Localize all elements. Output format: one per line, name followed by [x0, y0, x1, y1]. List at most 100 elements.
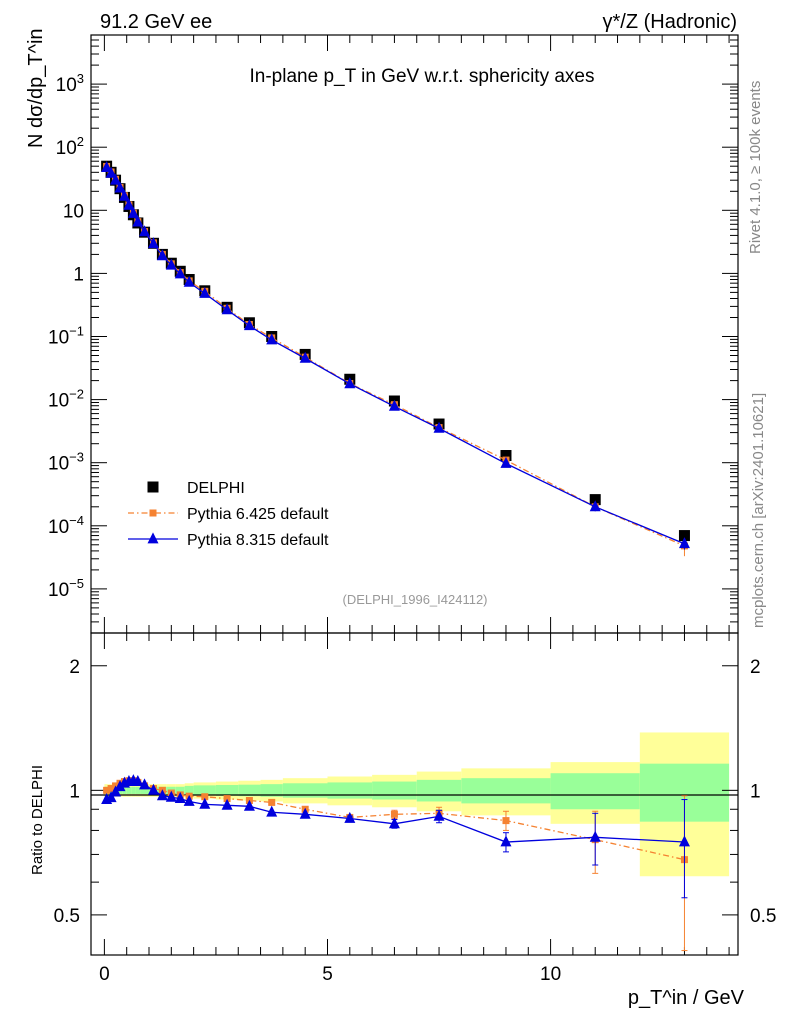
legend-label: Pythia 8.315 default	[187, 532, 329, 549]
ratio-point-pythia8	[147, 783, 159, 795]
ratio-point-pythia8	[165, 790, 177, 802]
data-point-pythia8	[123, 198, 135, 210]
data-point-pythia8	[147, 237, 159, 249]
ratio-point-pythia8	[174, 792, 186, 804]
y-tick-label: 10−5	[48, 576, 84, 601]
data-point-pythia8	[174, 267, 186, 279]
y-tick-label-right: 2	[750, 657, 761, 678]
ratio-band-inner	[184, 785, 194, 795]
ratio-point-pythia8	[243, 799, 255, 811]
data-point-pythia8	[139, 225, 151, 237]
mcplots-label: mcplots.cern.ch [arXiv:2401.10621]	[750, 393, 767, 628]
ratio-band-inner	[416, 779, 462, 802]
data-point-pythia8	[500, 456, 512, 468]
legend: DELPHI Pythia 6.425 default Pythia 8.315 d…	[128, 480, 329, 549]
data-point-pythia8	[132, 215, 144, 227]
ratio-frame	[90, 632, 739, 956]
ratio-band-inner	[175, 786, 185, 794]
ratio-band-inner	[238, 784, 261, 797]
ratio-point-pythia8	[433, 809, 445, 821]
ratio-bands	[104, 732, 730, 877]
x-tick-label: 10	[540, 964, 561, 985]
data-point-pythia8	[299, 351, 311, 363]
data-point-pythia8	[344, 377, 356, 389]
ratio-point-pythia6	[103, 786, 111, 794]
x-tick-label: 0	[99, 964, 110, 985]
ratio-point-pythia6	[502, 817, 510, 825]
ratio-series	[101, 774, 690, 952]
rivet-label: Rivet 4.1.0, ≥ 100k events	[747, 81, 764, 254]
data-point-pythia8	[114, 181, 126, 193]
ratio-point-pythia8	[221, 798, 233, 810]
ratio-band-inner	[282, 783, 328, 798]
ratio-point-pythia8	[139, 778, 151, 790]
data-point-pythia8	[433, 421, 445, 433]
legend-marker-pythia6	[149, 509, 157, 517]
main-axis-ticks	[91, 34, 738, 634]
x-tick-labels: 0 5 10	[99, 964, 561, 985]
data-point-delphi	[589, 494, 601, 506]
ratio-point-pythia8	[183, 794, 195, 806]
ratio-point-pythia6	[223, 795, 231, 803]
ratio-point-pythia8	[105, 791, 117, 803]
ratio-band-inner	[372, 781, 417, 800]
ratio-y-tick-labels: 0.5 0.5 1 1 2 2	[54, 657, 777, 927]
data-point-pythia8	[589, 500, 601, 512]
y-tick-label: 1	[69, 781, 80, 802]
main-y-label: N dσ/dp_T^in	[25, 28, 47, 148]
ratio-band-inner	[550, 773, 640, 810]
data-point-pythia8	[101, 161, 113, 173]
data-point-pythia8	[165, 258, 177, 270]
ratio-point-pythia8	[388, 817, 400, 829]
data-point-delphi	[678, 530, 690, 542]
ratio-point-pythia8	[344, 811, 356, 823]
ratio-band-inner	[260, 784, 283, 797]
data-point-pythia8	[199, 286, 211, 298]
y-tick-label: 1	[73, 264, 84, 285]
ratio-band-inner	[140, 786, 150, 794]
data-point-pythia8	[118, 189, 130, 201]
y-tick-label: 0.5	[54, 906, 80, 927]
ratio-point-pythia8	[678, 835, 690, 847]
data-point-delphi	[500, 450, 512, 462]
legend-label: Pythia 6.425 default	[187, 506, 329, 523]
data-point-pythia8	[105, 166, 117, 178]
ratio-point-pythia6	[201, 793, 209, 801]
ratio-point-pythia6	[268, 798, 276, 806]
data-point-pythia8	[388, 399, 400, 411]
ratio-band-inner	[193, 785, 216, 796]
data-point-pythia8	[266, 333, 278, 345]
ratio-band-inner	[135, 786, 141, 794]
y-tick-label: 10−4	[48, 513, 84, 538]
ratio-band-inner	[215, 785, 239, 796]
ratio-point-pythia8	[299, 807, 311, 819]
y-tick-label: 2	[69, 657, 80, 678]
ratio-band-inner	[126, 786, 132, 794]
y-tick-label: 103	[56, 71, 84, 96]
y-tick-label-right: 0.5	[750, 906, 776, 927]
ratio-point-pythia8	[589, 830, 601, 842]
legend-label: DELPHI	[187, 480, 245, 497]
data-point-pythia8	[127, 206, 139, 218]
y-tick-label: 10	[63, 201, 84, 222]
main-series	[101, 160, 690, 557]
header-right: γ*/Z (Hadronic)	[603, 11, 737, 33]
header-left: 91.2 GeV ee	[100, 11, 212, 33]
main-panel: In-plane p_T in GeV w.r.t. sphericity ax…	[25, 28, 739, 634]
data-point-pythia8	[221, 303, 233, 315]
ratio-y-label: Ratio to DELPHI	[29, 765, 46, 875]
main-title: In-plane p_T in GeV w.r.t. sphericity ax…	[250, 66, 595, 87]
y-tick-label: 10−2	[48, 387, 84, 412]
ratio-point-pythia8	[266, 805, 278, 817]
data-point-pythia8	[156, 249, 168, 261]
ratio-band-inner	[327, 782, 373, 799]
y-tick-label: 102	[56, 134, 84, 159]
ratio-point-pythia8	[132, 774, 144, 786]
y-tick-label: 10−1	[48, 323, 84, 348]
ratio-band-inner	[461, 778, 551, 804]
ratio-point-pythia8	[156, 789, 168, 801]
legend-marker-delphi	[147, 481, 159, 493]
ratio-axis-ticks	[91, 633, 738, 955]
ratio-point-pythia8	[199, 797, 211, 809]
